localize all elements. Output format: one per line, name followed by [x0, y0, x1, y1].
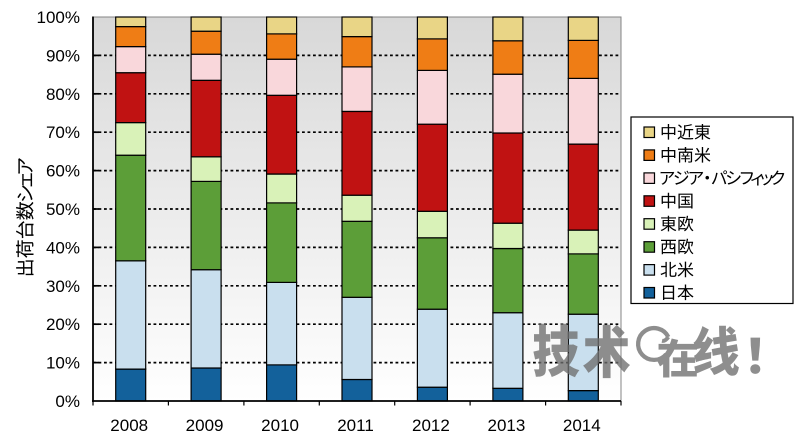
svg-text:80%: 80%: [46, 85, 80, 104]
svg-text:0%: 0%: [55, 392, 80, 411]
svg-text:2013: 2013: [487, 416, 525, 435]
svg-text:2010: 2010: [261, 416, 299, 435]
svg-text:40%: 40%: [46, 238, 80, 257]
svg-text:2012: 2012: [412, 416, 450, 435]
svg-text:70%: 70%: [46, 123, 80, 142]
svg-text:100%: 100%: [37, 8, 80, 27]
svg-text:20%: 20%: [46, 315, 80, 334]
svg-text:90%: 90%: [46, 46, 80, 65]
svg-text:2014: 2014: [563, 416, 601, 435]
svg-text:30%: 30%: [46, 277, 80, 296]
svg-text:50%: 50%: [46, 200, 80, 219]
svg-text:10%: 10%: [46, 354, 80, 373]
svg-text:2009: 2009: [186, 416, 224, 435]
svg-text:2011: 2011: [337, 416, 374, 435]
svg-text:2008: 2008: [110, 416, 148, 435]
svg-text:60%: 60%: [46, 162, 80, 181]
